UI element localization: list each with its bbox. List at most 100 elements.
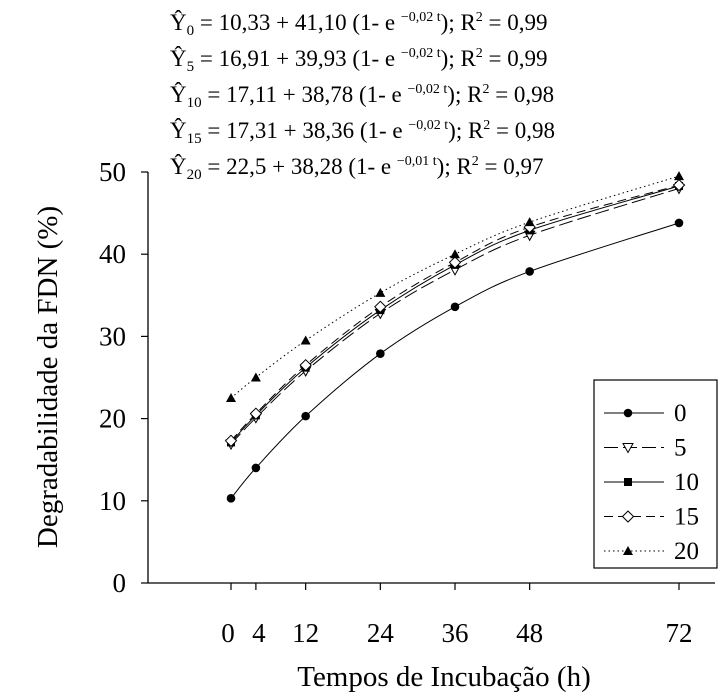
equation-r2: = 0,99 <box>483 10 548 35</box>
data-point-0 <box>525 267 534 276</box>
legend-marker-5 <box>622 443 634 454</box>
series-line-20 <box>230 175 680 399</box>
series-20 <box>226 171 684 403</box>
equation-5: Ŷ5 = 16,91 + 39,93 (1- e −0,02 t); R2 = … <box>170 46 548 75</box>
x-tick-label: 24 <box>367 618 395 648</box>
x-tick-label: 0 <box>221 618 235 648</box>
data-point-0 <box>301 411 310 421</box>
data-point-15 <box>249 407 263 420</box>
data-point-0 <box>674 218 684 228</box>
data-point-20 <box>450 249 460 259</box>
data-point-15 <box>374 300 387 314</box>
series-line-15 <box>230 184 680 442</box>
y-tick-label: 20 <box>99 404 126 434</box>
data-point-20 <box>674 171 684 181</box>
legend-marker-15 <box>621 510 635 523</box>
x-axis-title: Tempos de Incubação (h) <box>297 661 590 693</box>
y-tick-label: 30 <box>99 321 126 351</box>
equation-tail: ); R <box>437 154 473 179</box>
data-point-0 <box>450 302 460 312</box>
legend-label: 15 <box>674 504 699 531</box>
y-tick-label: 0 <box>113 568 127 598</box>
x-tick-label: 72 <box>666 618 693 648</box>
data-point-20 <box>375 287 386 297</box>
equation-sub: 20 <box>187 167 202 183</box>
equation-r2sup: 2 <box>476 46 483 61</box>
legend-label: 0 <box>674 400 687 427</box>
equation-sub: 10 <box>187 95 202 111</box>
x-ticks: 0 4 12 24 36 48 72 <box>221 583 693 648</box>
equation-r2sup: 2 <box>483 118 490 133</box>
equation-10: Ŷ10 = 17,11 + 38,78 (1- e −0,02 t); R2 =… <box>170 82 554 111</box>
equation-r2: = 0,99 <box>483 46 548 71</box>
regression-equations: Ŷ0 = 10,33 + 41,10 (1- e −0,02 t); R2 = … <box>170 10 555 183</box>
series-layer <box>224 171 686 503</box>
equation-text: = 16,91 + 39,93 (1- e <box>194 46 401 71</box>
data-point-15 <box>224 434 238 448</box>
equation-r2: = 0,98 <box>490 118 555 143</box>
equation-tail: ); R <box>441 10 477 35</box>
equation-exp: −0,02 t <box>401 10 441 25</box>
x-tick-label: 4 <box>252 618 266 648</box>
equation-r2: = 0,98 <box>489 82 554 107</box>
legend-marker-10 <box>624 478 632 486</box>
equation-sub: 0 <box>187 23 195 39</box>
data-point-15 <box>448 256 462 269</box>
equation-r2sup: 2 <box>482 82 489 97</box>
x-tick-label: 12 <box>292 618 319 648</box>
equation-label: Ŷ <box>170 10 187 35</box>
equation-label: Ŷ <box>170 82 187 107</box>
equation-exp: −0,02 t <box>408 82 448 97</box>
equation-15: Ŷ15 = 17,31 + 38,36 (1- e −0,02 t); R2 =… <box>170 118 555 147</box>
data-point-20 <box>250 372 261 382</box>
data-point-15 <box>299 358 312 372</box>
equation-text: = 10,33 + 41,10 (1- e <box>194 10 401 35</box>
y-tick-label: 50 <box>99 157 126 187</box>
data-point-15 <box>672 178 686 192</box>
legend-label: 20 <box>674 538 699 565</box>
series-line-0 <box>230 222 680 499</box>
y-ticks: 0 10 20 30 40 50 <box>99 157 148 598</box>
equation-exp: −0,02 t <box>408 118 448 133</box>
axes <box>147 172 715 584</box>
equation-tail: ); R <box>441 46 477 71</box>
equation-sub: 15 <box>187 131 202 147</box>
legend: 0 5 10 15 20 <box>593 379 718 569</box>
y-tick-label: 10 <box>99 486 126 516</box>
series-0 <box>226 218 684 503</box>
series-15 <box>224 178 686 448</box>
equation-20: Ŷ20 = 22,5 + 38,28 (1- e −0,01 t); R2 = … <box>170 154 544 183</box>
equation-r2sup: 2 <box>476 10 483 25</box>
data-point-20 <box>226 393 236 403</box>
x-tick-label: 36 <box>442 618 469 648</box>
equation-exp: −0,01 t <box>397 154 437 169</box>
data-point-0 <box>226 494 236 503</box>
data-point-20 <box>524 217 535 227</box>
equation-exp: −0,02 t <box>401 46 441 61</box>
data-point-0 <box>376 349 385 358</box>
equation-tail: ); R <box>448 118 484 143</box>
equation-sub: 5 <box>187 59 195 75</box>
legend-marker-0 <box>623 408 633 418</box>
equation-0: Ŷ0 = 10,33 + 41,10 (1- e −0,02 t); R2 = … <box>170 10 548 39</box>
x-tick-label: 48 <box>516 618 543 648</box>
equation-r2: = 0,97 <box>479 154 544 179</box>
equation-r2sup: 2 <box>472 154 479 169</box>
data-point-0 <box>251 463 261 473</box>
equation-text: = 17,11 + 38,78 (1- e <box>202 82 408 107</box>
legend-label: 5 <box>674 435 687 462</box>
y-axis-title: Degradabilidade da FDN (%) <box>32 206 64 548</box>
y-tick-label: 40 <box>99 239 126 269</box>
equation-text: = 17,31 + 38,36 (1- e <box>202 118 409 143</box>
equation-text: = 22,5 + 38,28 (1- e <box>202 154 397 179</box>
data-point-20 <box>300 335 311 345</box>
equation-label: Ŷ <box>170 118 187 143</box>
legend-marker-20 <box>623 546 633 555</box>
legend-box <box>593 379 718 569</box>
equation-label: Ŷ <box>170 46 187 71</box>
equation-label: Ŷ <box>170 154 187 179</box>
equation-tail: ); R <box>447 82 483 107</box>
series-line-10 <box>230 185 680 443</box>
legend-label: 10 <box>674 469 699 496</box>
